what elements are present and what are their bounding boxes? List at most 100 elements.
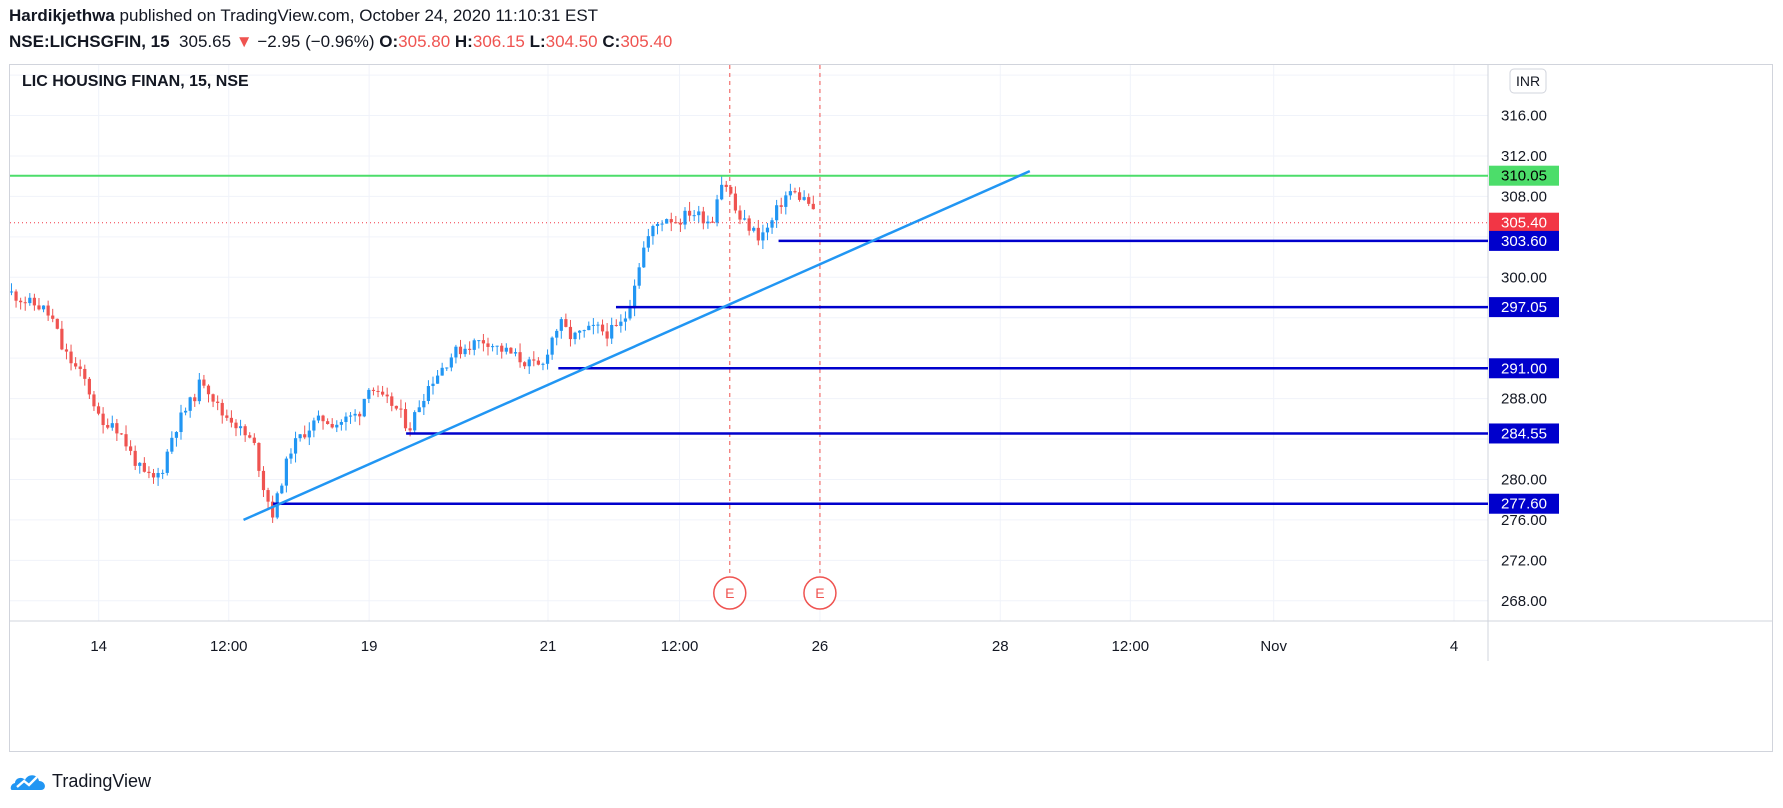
candle-body (784, 195, 788, 207)
chart-panel[interactable]: 316.00 312.00 308.00 300.00 288.00 280.00 276.… (9, 64, 1773, 752)
candle (271, 495, 275, 523)
candle-body (628, 308, 632, 319)
candle (312, 417, 316, 438)
tradingview-footer[interactable]: TradingView (10, 770, 151, 792)
candle-body (472, 340, 476, 350)
candle (710, 216, 715, 224)
candle (669, 212, 673, 232)
candle-body (19, 300, 23, 303)
candle (321, 414, 325, 430)
x-tick-label: 21 (540, 638, 557, 655)
candle-body (119, 433, 124, 435)
candle-body (133, 450, 137, 466)
candle-body (316, 415, 321, 421)
candle-body (633, 285, 637, 309)
candle-body (422, 400, 426, 408)
candle-body (238, 426, 243, 429)
event-circle (713, 576, 747, 610)
candle (156, 467, 160, 486)
candle-body (243, 426, 247, 436)
candle-body (83, 368, 87, 379)
y-tick-label: 288.00 (1501, 391, 1547, 408)
author-name[interactable]: Hardikjethwa (9, 6, 115, 25)
candle-body (802, 197, 806, 200)
candle (23, 296, 27, 311)
candle-body (293, 438, 298, 454)
candle (747, 215, 751, 236)
candle (362, 398, 366, 418)
candle-body (358, 413, 362, 417)
candle-body (752, 227, 756, 231)
candle-body (23, 302, 27, 304)
candle-body (362, 398, 366, 417)
price-scale-label-text: 284.55 (1501, 425, 1547, 442)
candle (403, 402, 408, 432)
earnings-event-marker: E (713, 65, 747, 610)
candle (216, 395, 220, 411)
price-scale-label: 277.60 (1489, 493, 1559, 514)
candle-body (216, 401, 220, 403)
candle-body (188, 397, 192, 411)
candle-body (555, 330, 559, 338)
candle (660, 220, 664, 232)
candle-body (101, 413, 105, 426)
candle-body (431, 383, 435, 387)
x-tick-label: 14 (90, 638, 107, 655)
candle-body (435, 375, 440, 384)
candle (600, 319, 605, 336)
candle-body (678, 222, 683, 225)
candle (564, 313, 568, 328)
candle-body (69, 351, 73, 364)
x-tick-label: 4 (1450, 638, 1458, 655)
price-scale-label: 310.05 (1489, 165, 1559, 186)
candle (257, 442, 261, 478)
event-circle (803, 576, 837, 610)
price-scale-label-bg (1489, 165, 1559, 186)
candle-body (495, 345, 499, 347)
candle (637, 263, 641, 289)
candle-body (385, 394, 389, 397)
brand-name[interactable]: TradingView (52, 770, 152, 791)
candle-body (229, 417, 234, 423)
x-tick-label: 12:00 (210, 638, 248, 655)
down-arrow-icon: ▼ (235, 32, 253, 51)
candle-body (129, 446, 133, 451)
candle (289, 448, 293, 464)
candle (298, 433, 302, 442)
candle (619, 314, 623, 333)
candle (28, 293, 32, 306)
candle (110, 415, 114, 431)
y-tick-label: 268.00 (1501, 593, 1547, 610)
candle-body (183, 410, 188, 413)
candle-body (559, 319, 563, 331)
price-chart[interactable]: 316.00 312.00 308.00 300.00 288.00 280.00 276.… (10, 65, 1772, 751)
candle (587, 321, 591, 331)
price-scale-label: 305.40 (1489, 212, 1559, 233)
candle (32, 293, 36, 311)
price-scale-label-text: 277.60 (1501, 496, 1547, 513)
candle-body (655, 223, 660, 227)
price-scale-label: 291.00 (1489, 358, 1559, 379)
candle-body (623, 318, 628, 322)
open-value: 305.80 (398, 32, 451, 51)
candle-body (417, 407, 421, 413)
candle (614, 319, 618, 327)
candle (573, 331, 577, 345)
candle-body (312, 420, 316, 431)
candle (142, 457, 146, 473)
high-label: H: (454, 32, 473, 51)
candle (381, 385, 385, 397)
candle-body (568, 326, 573, 340)
price-scale-label-bg (1489, 493, 1559, 514)
candle (161, 469, 165, 479)
candle-body (504, 347, 508, 352)
candle (486, 337, 490, 356)
candle (674, 215, 678, 224)
candle-body (605, 331, 609, 339)
candle-body (513, 352, 518, 354)
low-label: L: (529, 32, 546, 51)
candle (78, 359, 82, 377)
price-scale-label-bg (1489, 358, 1559, 379)
candle-body (64, 349, 69, 352)
candle-body (509, 347, 513, 354)
